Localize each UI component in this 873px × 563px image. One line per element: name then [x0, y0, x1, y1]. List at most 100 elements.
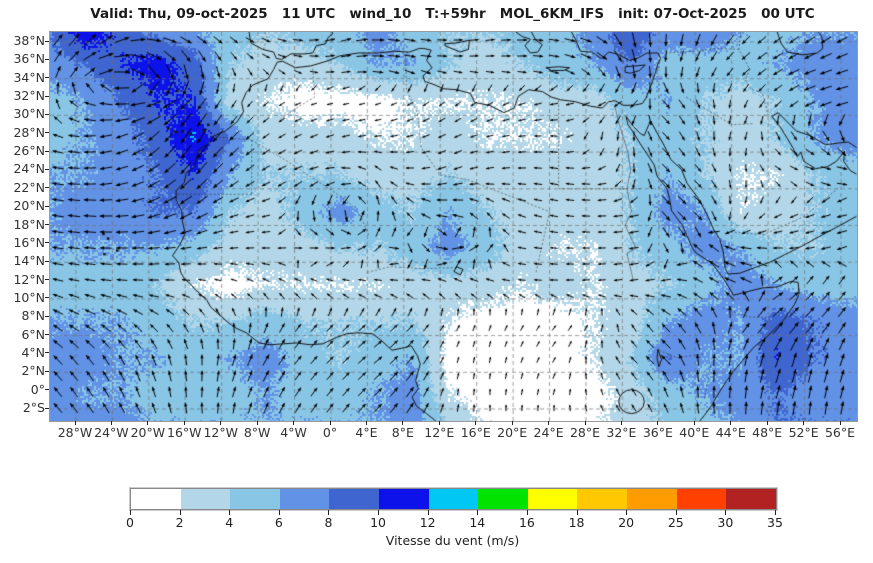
colorbar-tick-label: 12 — [419, 515, 436, 530]
lon-label: 28°E — [569, 425, 601, 440]
colorbar-tick — [725, 510, 727, 515]
lon-tick — [803, 421, 805, 425]
colorbar-segment — [527, 489, 578, 509]
colorbar-segment — [180, 489, 231, 509]
lon-label: 32°E — [606, 425, 637, 440]
lon-label: 28°W — [57, 425, 93, 440]
colorbar-segment — [627, 489, 677, 509]
lon-tick — [584, 421, 586, 425]
lat-tick — [45, 113, 49, 115]
lat-tick — [45, 334, 49, 336]
lat-label: 20°N — [13, 198, 45, 214]
lat-tick — [45, 370, 49, 372]
lat-tick — [45, 77, 49, 79]
lon-tick — [365, 421, 367, 425]
lon-label: 16°E — [460, 425, 491, 440]
lat-tick — [45, 352, 49, 354]
colorbar-tick-label: 25 — [667, 515, 684, 530]
lon-tick — [329, 421, 331, 425]
lat-tick — [45, 242, 49, 244]
lat-tick — [45, 150, 49, 152]
lon-label: 40°E — [679, 425, 710, 440]
lon-tick — [693, 421, 695, 425]
colorbar-tick — [675, 510, 677, 515]
lat-tick — [45, 315, 49, 317]
colorbar-tick — [526, 510, 528, 515]
colorbar-segment — [676, 489, 727, 509]
colorbar-tick-label: 2 — [175, 515, 184, 530]
lon-label: 52°E — [788, 425, 819, 440]
plot-title: Valid: Thu, 09-oct-2025 11 UTC wind_10 T… — [90, 6, 815, 22]
wind-field-canvas — [50, 32, 857, 421]
lat-label: 8°N — [21, 308, 45, 324]
lat-label: 6°N — [21, 326, 45, 342]
lon-label: 48°E — [752, 425, 783, 440]
lon-tick — [147, 421, 149, 425]
colorbar-segment — [726, 489, 776, 509]
colorbar-tick-label: 20 — [618, 515, 635, 530]
lon-label: 24°E — [533, 425, 564, 440]
lat-label: 28°N — [13, 124, 45, 140]
colorbar-tick-label: 16 — [518, 515, 535, 530]
lon-label: 4°E — [355, 425, 378, 440]
colorbar-tick — [626, 510, 628, 515]
lat-label: 24°N — [13, 161, 45, 177]
lat-label: 16°N — [13, 234, 45, 250]
colorbar-tick-label: 10 — [370, 515, 387, 530]
lon-tick — [110, 421, 112, 425]
lon-tick — [293, 421, 295, 425]
lat-label: 22°N — [13, 179, 45, 195]
lat-label: 34°N — [13, 69, 45, 85]
colorbar-tick-label: 8 — [324, 515, 333, 530]
lon-tick — [438, 421, 440, 425]
lat-label: 30°N — [13, 106, 45, 122]
lon-label: 8°E — [391, 425, 414, 440]
lat-label: 18°N — [13, 216, 45, 232]
colorbar-segment — [478, 489, 528, 509]
lat-label: 14°N — [13, 253, 45, 269]
colorbar-caption: Vitesse du vent (m/s) — [385, 533, 520, 548]
lon-label: 12°W — [203, 425, 238, 440]
lat-label: 2°S — [22, 400, 45, 415]
colorbar-tick-label: 14 — [469, 515, 486, 530]
lat-tick — [45, 132, 49, 134]
colorbar-segment — [230, 489, 280, 509]
lat-label: 2°N — [21, 363, 45, 379]
lon-tick — [766, 421, 768, 425]
colorbar-tick-label: 35 — [767, 515, 783, 530]
colorbar-tick — [179, 510, 181, 515]
lat-label: 4°N — [21, 344, 45, 360]
lat-tick — [45, 187, 49, 189]
lon-tick — [839, 421, 841, 425]
lat-tick — [45, 40, 49, 42]
lat-label: 32°N — [13, 88, 45, 104]
lon-label: 56°E — [824, 425, 856, 440]
colorbar-tick — [576, 510, 578, 515]
colorbar-tick-label: 4 — [225, 515, 234, 530]
lat-label: 0° — [30, 381, 45, 397]
colorbar-tick-label: 18 — [568, 515, 585, 530]
lon-label: 20°W — [130, 425, 166, 440]
colorbar-segment — [379, 489, 429, 509]
lon-tick — [511, 421, 513, 425]
colorbar-segment — [577, 489, 628, 509]
lat-tick — [45, 389, 49, 391]
colorbar-segment — [131, 489, 181, 509]
colorbar-tick — [328, 510, 330, 515]
lat-label: 10°N — [13, 289, 45, 305]
lat-label: 36°N — [13, 51, 45, 67]
lon-tick — [256, 421, 258, 425]
lat-tick — [45, 224, 49, 225]
colorbar-tick — [775, 510, 776, 515]
colorbar-tick — [427, 510, 429, 515]
lat-label: 38°N — [13, 33, 45, 48]
colorbar-segment — [329, 489, 380, 509]
lon-label: 4°W — [280, 425, 307, 440]
lon-label: 36°E — [642, 425, 673, 440]
lat-label: 26°N — [13, 143, 45, 159]
lat-tick — [45, 95, 49, 97]
lon-label: 0° — [322, 425, 338, 440]
lat-tick — [45, 260, 49, 262]
lat-tick — [45, 58, 49, 60]
colorbar-tick — [378, 510, 380, 515]
